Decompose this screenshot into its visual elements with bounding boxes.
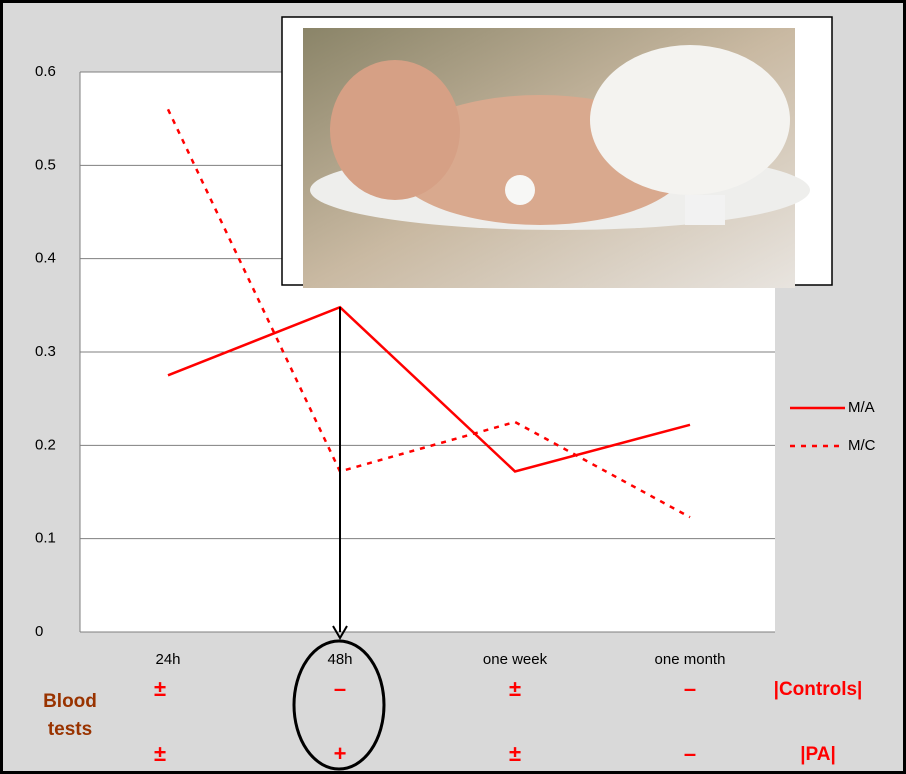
y-tick-label: 0.5 <box>35 156 56 173</box>
legend-label: M/C <box>848 437 876 454</box>
x-tick-label: 48h <box>327 651 352 668</box>
y-tick-label: 0.3 <box>35 343 56 360</box>
test-result: ± <box>154 741 166 766</box>
y-tick-label: 0 <box>35 623 43 640</box>
x-tick-label: 24h <box>155 651 180 668</box>
row-label: |Controls| <box>774 679 863 700</box>
legend-label: M/A <box>848 399 875 416</box>
y-tick-label: 0.6 <box>35 63 56 80</box>
y-tick-label: 0.2 <box>35 436 56 453</box>
photo <box>282 17 832 288</box>
row-label: |PA| <box>800 744 836 765</box>
x-tick-label: one month <box>655 651 726 668</box>
page: 0 0.1 0.2 0.3 0.4 0.5 0.6 24h 48h one week one mon… <box>0 0 906 774</box>
chart: 0 0.1 0.2 0.3 0.4 0.5 0.6 24h 48h one week one mon… <box>0 0 906 774</box>
x-tick-label: one week <box>483 651 548 668</box>
y-tick-label: 0.4 <box>35 250 56 267</box>
test-result: – <box>684 741 696 766</box>
y-tick-label: 0.1 <box>35 530 56 547</box>
test-result: – <box>684 676 696 701</box>
test-result: ± <box>154 676 166 701</box>
test-result: + <box>334 741 347 766</box>
test-result: ± <box>509 741 521 766</box>
blood-tests-label: Blood tests <box>30 688 110 744</box>
test-result: – <box>334 676 346 701</box>
test-result: ± <box>509 676 521 701</box>
